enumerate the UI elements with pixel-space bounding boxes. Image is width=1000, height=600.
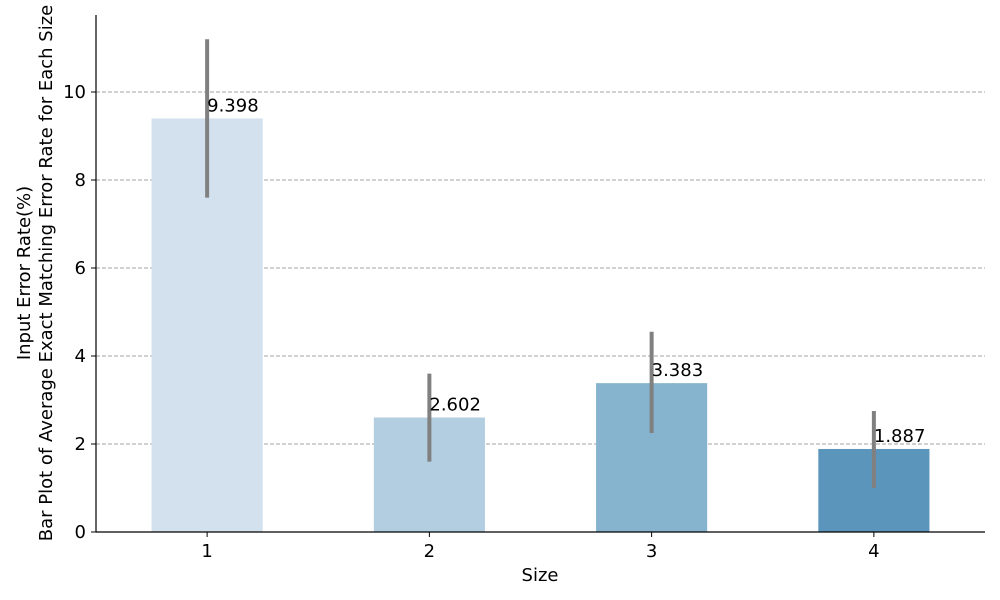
y-axis-label-line-2: Input Error Rate(%)	[14, 186, 35, 360]
x-tick-label: 1	[201, 541, 212, 562]
y-tick-label: 2	[75, 434, 86, 455]
x-axis-label: Size	[522, 565, 559, 586]
y-axis-label-line-1: Bar Plot of Average Exact Matching Error…	[36, 5, 57, 542]
y-tick-label: 4	[75, 346, 86, 367]
data-label-size-1: 9.398	[207, 95, 259, 116]
x-tick-label: 3	[646, 541, 657, 562]
data-label-size-2: 2.602	[429, 395, 481, 416]
x-tick-label: 4	[868, 541, 879, 562]
y-tick-label: 0	[75, 522, 86, 543]
y-ticks: 0 2 4 6 8 10	[63, 82, 96, 543]
y-tick-label: 10	[63, 82, 86, 103]
y-tick-label: 6	[75, 258, 86, 279]
data-label-size-4: 1.887	[874, 426, 926, 447]
grid-lines	[96, 91, 985, 445]
x-tick-label: 2	[424, 541, 435, 562]
x-ticks: 1 2 3 4	[201, 532, 880, 562]
data-labels: 9.398 2.602 3.383 1.887	[207, 95, 925, 446]
error-bars	[205, 39, 876, 488]
data-label-size-3: 3.383	[652, 360, 704, 381]
bars	[151, 118, 930, 532]
y-tick-label: 8	[75, 170, 86, 191]
axes	[95, 15, 985, 533]
